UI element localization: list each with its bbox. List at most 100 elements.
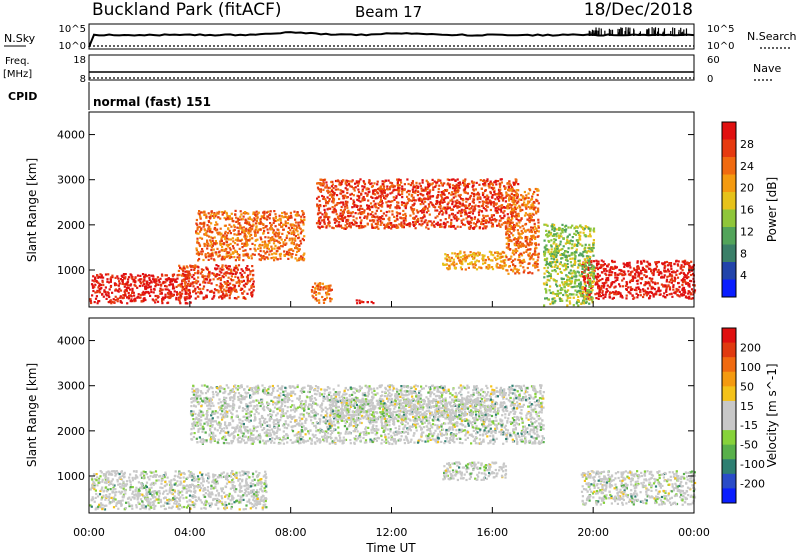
echo-cell	[229, 217, 232, 220]
echo-cell	[139, 274, 142, 277]
echo-cell	[614, 290, 617, 293]
echo-cell	[288, 253, 291, 256]
echo-cell	[655, 265, 658, 268]
echo-cell	[500, 255, 503, 258]
echo-cell	[357, 188, 360, 191]
echo-cell	[374, 222, 377, 225]
echo-cell	[423, 213, 426, 217]
echo-cell	[212, 296, 215, 299]
echo-cell	[434, 209, 437, 212]
echo-cell	[552, 226, 555, 229]
echo-cell	[427, 183, 430, 186]
echo-cell	[281, 245, 284, 248]
echo-cell	[424, 205, 427, 208]
echo-cell	[587, 267, 590, 270]
echo-cell	[336, 202, 339, 205]
echo-cell	[347, 215, 350, 218]
echo-cell	[303, 258, 306, 261]
echo-cell	[519, 206, 522, 209]
echo-cell	[103, 290, 106, 293]
echo-cell	[472, 266, 475, 269]
echo-cell	[205, 243, 208, 246]
echo-cell	[569, 269, 572, 272]
echo-cell	[505, 236, 508, 240]
echo-cell	[514, 258, 517, 261]
echo-cell	[438, 201, 441, 204]
echo-cell	[232, 283, 235, 287]
echo-cell	[164, 295, 167, 298]
echo-cell	[426, 222, 429, 225]
echo-cell	[482, 202, 485, 206]
echo-cell	[199, 222, 202, 225]
echo-cell	[345, 226, 348, 229]
echo-cell	[512, 263, 515, 266]
echo-cell	[95, 295, 98, 298]
echo-cell	[581, 285, 584, 289]
echo-cell	[413, 208, 416, 211]
echo-cell	[584, 225, 587, 228]
echo-cell	[595, 266, 598, 269]
echo-cell	[456, 253, 459, 256]
echo-cell	[527, 271, 530, 275]
echo-cell	[236, 243, 239, 246]
echo-cell	[635, 292, 638, 295]
echo-cell	[656, 261, 659, 264]
echo-cell	[383, 191, 386, 194]
echo-cell	[369, 213, 372, 216]
echo-cell	[294, 246, 297, 250]
echo-cell	[384, 179, 388, 182]
echo-cell	[215, 284, 218, 287]
echo-cell	[651, 272, 654, 275]
echo-cell	[320, 225, 324, 228]
echo-cell	[668, 293, 671, 296]
echo-cell	[645, 275, 648, 279]
echo-cell	[436, 221, 439, 224]
echo-cell	[367, 187, 370, 191]
echo-cell	[378, 195, 381, 198]
echo-cell	[121, 275, 124, 278]
echo-cell	[428, 205, 431, 208]
echo-cell	[462, 258, 465, 261]
echo-cell	[217, 290, 220, 293]
echo-cell	[418, 223, 421, 226]
echo-cell	[535, 261, 538, 264]
echo-cell	[126, 296, 129, 299]
echo-cell	[485, 198, 488, 201]
echo-cell	[198, 283, 202, 286]
echo-cell	[161, 302, 164, 305]
echo-cell	[688, 270, 691, 273]
echo-cell	[505, 222, 508, 225]
echo-cell	[335, 224, 338, 227]
echo-cell	[434, 216, 437, 219]
echo-cell	[133, 300, 136, 303]
echo-cell	[416, 211, 419, 214]
echo-cell	[594, 276, 597, 279]
echo-cell	[510, 204, 513, 207]
echo-cell	[374, 216, 377, 219]
echo-cell	[455, 219, 458, 222]
echo-cell	[277, 240, 280, 243]
echo-cell	[681, 288, 684, 292]
echo-cell	[488, 266, 491, 269]
freq-unit: [MHz]	[3, 69, 32, 80]
echo-cell	[668, 274, 671, 278]
echo-cell	[349, 193, 352, 196]
echo-cell	[467, 226, 471, 229]
echo-cell	[259, 247, 262, 250]
echo-cell	[204, 229, 207, 232]
echo-cell	[588, 257, 591, 260]
echo-cell	[381, 180, 384, 183]
echo-cell	[448, 186, 452, 189]
echo-cell	[250, 285, 253, 288]
echo-cell	[189, 295, 192, 298]
echo-cell	[591, 299, 594, 302]
echo-cell	[460, 219, 463, 222]
echo-cell	[303, 218, 306, 221]
echo-cell	[214, 242, 217, 245]
echo-cell	[450, 178, 453, 181]
echo-cell	[208, 215, 211, 219]
echo-cell	[264, 256, 267, 259]
echo-cell	[464, 186, 467, 189]
echo-cell	[235, 220, 238, 223]
echo-cell	[240, 268, 243, 271]
